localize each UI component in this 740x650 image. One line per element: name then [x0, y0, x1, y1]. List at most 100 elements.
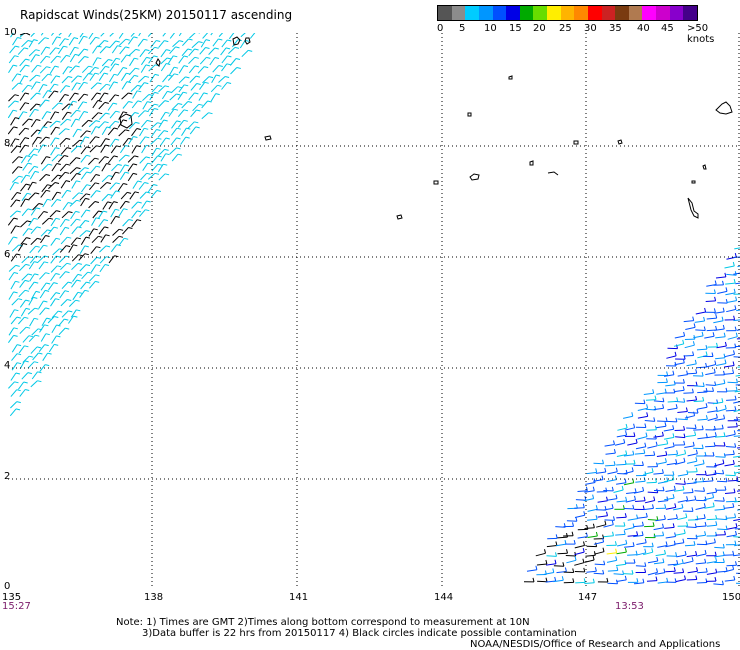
wind-barb — [77, 48, 85, 57]
wind-barb — [108, 81, 115, 90]
wind-barb — [705, 300, 716, 302]
wind-barb — [627, 534, 638, 537]
wind-barb — [208, 47, 216, 55]
wind-barb-flag — [614, 541, 617, 546]
wind-barb-flag — [178, 103, 183, 105]
legend-swatch — [656, 6, 670, 20]
wind-barb-flag — [106, 83, 111, 86]
wind-barb — [187, 121, 195, 129]
x-tick-144: 144 — [434, 592, 454, 603]
wind-barb — [119, 46, 126, 55]
wind-barb-flag — [96, 264, 101, 267]
wind-barb-flag — [703, 487, 705, 492]
wind-barb-flag — [124, 237, 129, 240]
wind-barb — [17, 47, 25, 55]
wind-barb — [68, 33, 72, 38]
legend-swatch — [642, 6, 656, 20]
wind-barbs — [8, 33, 740, 586]
wind-barb-flag — [85, 236, 91, 239]
y-tick-8: 8 — [4, 138, 11, 149]
wind-barb-flag — [666, 577, 669, 583]
wind-barb-flag — [55, 217, 61, 220]
wind-barb-flag — [692, 351, 695, 356]
wind-barb-flag — [615, 548, 618, 553]
wind-barb — [535, 552, 546, 557]
wind-barb-flag — [692, 441, 695, 447]
wind-barb-flag — [84, 253, 89, 256]
wind-barb — [128, 112, 136, 120]
wind-barb — [59, 290, 66, 299]
wind-barb — [10, 372, 17, 381]
wind-barb-flag — [703, 316, 706, 322]
wind-barb — [68, 299, 76, 307]
wind-barb-flag — [696, 408, 699, 414]
wind-barb-flag — [714, 360, 717, 365]
wind-barb — [37, 244, 44, 253]
wind-barb — [696, 348, 708, 351]
wind-barb — [101, 194, 109, 202]
wind-barb-flag — [606, 511, 608, 516]
wind-barb — [57, 155, 65, 163]
wind-barb — [50, 238, 57, 246]
wind-barb-flag — [74, 46, 79, 49]
wind-barb — [584, 582, 595, 584]
wind-barb — [734, 471, 740, 474]
wind-barb-flag — [13, 327, 18, 330]
wind-barb-flag — [46, 66, 51, 69]
wind-barb-flag — [645, 512, 648, 518]
wind-barb-flag — [57, 265, 62, 268]
wind-barb — [81, 65, 89, 74]
wind-barb — [50, 298, 56, 307]
wind-barb — [603, 535, 614, 538]
wind-barb — [647, 445, 658, 449]
wind-barb-flag — [733, 350, 735, 355]
wind-barb-flag — [47, 121, 52, 124]
legend-labels: 0 5 10 15 20 25 30 35 40 45 >50 knots — [437, 21, 737, 45]
wind-barb-flag — [45, 136, 50, 139]
wind-barb — [636, 542, 647, 545]
wind-barb-flag — [665, 417, 668, 422]
wind-barb-flag — [175, 46, 180, 49]
wind-barb — [683, 492, 694, 494]
wind-barb — [122, 227, 129, 235]
wind-barb — [715, 456, 726, 458]
wind-barb-flag — [114, 63, 120, 66]
wind-barb — [212, 65, 220, 73]
wind-barb — [177, 109, 185, 118]
wind-barb-flag — [575, 504, 578, 509]
wind-barb — [565, 555, 576, 557]
wind-barb — [148, 46, 155, 55]
x-tick-150: 150 — [722, 592, 740, 603]
wind-barb — [713, 320, 724, 324]
wind-barb — [646, 429, 657, 431]
wind-barb — [617, 427, 628, 431]
wind-barb-flag — [97, 45, 102, 48]
wind-barb — [655, 572, 665, 575]
wind-barb-flag — [705, 403, 708, 408]
wind-barb — [170, 86, 179, 94]
island-outline — [232, 36, 241, 46]
wind-barb-flag — [134, 155, 139, 158]
wind-barb — [39, 364, 46, 373]
wind-barb — [714, 463, 725, 467]
wind-barb-flag — [25, 183, 31, 186]
wind-barb — [138, 75, 146, 83]
wind-barb — [29, 318, 35, 327]
wind-barb-flag — [156, 190, 162, 192]
wind-barb — [162, 33, 167, 37]
wind-barb-flag — [18, 166, 23, 169]
wind-barb-flag — [15, 264, 20, 267]
wind-barb — [71, 226, 78, 235]
wind-barb — [49, 65, 56, 75]
wind-barb-flag — [555, 541, 558, 546]
wind-barb-flag — [164, 100, 169, 103]
wind-barb — [684, 344, 695, 349]
wind-barb — [199, 47, 206, 55]
wind-barb — [102, 201, 109, 210]
wind-barb-flag — [147, 101, 152, 104]
wind-barb — [20, 174, 27, 183]
wind-barb-flag — [94, 157, 99, 160]
wind-barb-flag — [183, 65, 189, 68]
wind-barb — [577, 536, 588, 539]
wind-barb — [188, 92, 195, 101]
